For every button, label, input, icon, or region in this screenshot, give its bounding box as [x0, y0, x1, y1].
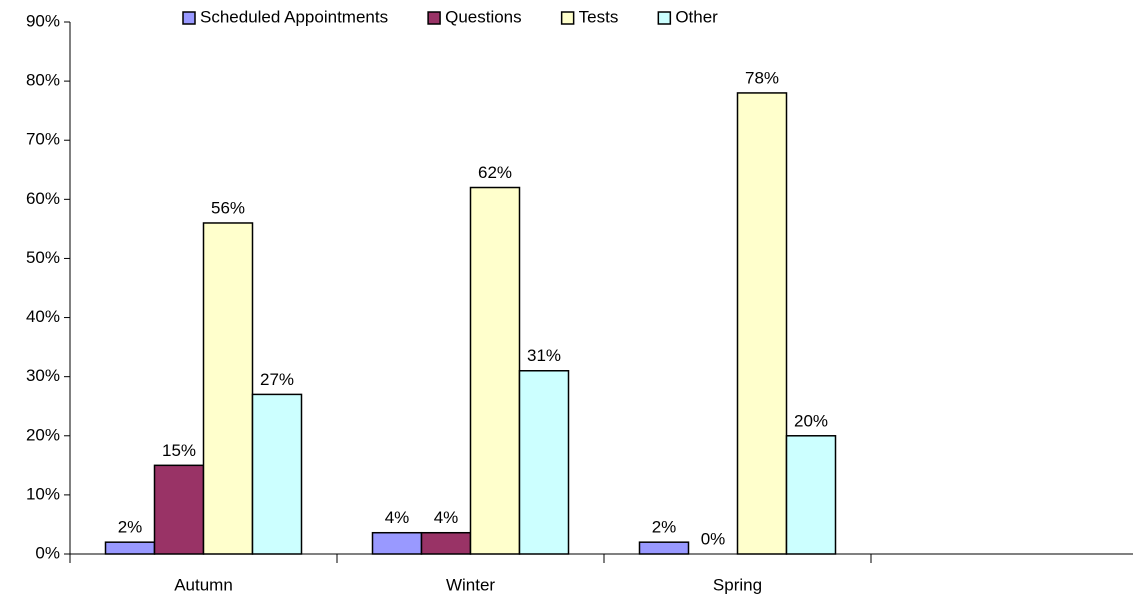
- bar: [469, 186, 521, 555]
- legend-label: Scheduled Appointments: [200, 7, 388, 26]
- x-tick-label: Winter: [446, 575, 495, 594]
- y-tick-label: 40%: [26, 307, 60, 326]
- data-label: 56%: [211, 198, 245, 217]
- data-label: 4%: [434, 508, 459, 527]
- bar: [153, 464, 205, 555]
- data-label: 20%: [794, 411, 828, 430]
- legend-swatch: [657, 11, 672, 25]
- y-tick-label: 70%: [26, 130, 60, 149]
- y-tick-label: 0%: [35, 543, 60, 562]
- y-tick-label: 20%: [26, 425, 60, 444]
- bar: [104, 541, 156, 555]
- bar: [371, 531, 423, 555]
- legend-swatch: [182, 11, 196, 25]
- y-tick-label: 80%: [26, 71, 60, 90]
- data-label: 78%: [745, 68, 779, 87]
- legend-label: Questions: [445, 7, 522, 26]
- legend-swatch: [560, 11, 575, 25]
- data-label: 15%: [162, 441, 196, 460]
- bar: [638, 541, 690, 555]
- y-tick-label: 50%: [26, 248, 60, 267]
- y-tick-label: 10%: [26, 484, 60, 503]
- bar: [518, 370, 570, 555]
- legend-swatch: [427, 11, 441, 25]
- legend-label: Tests: [579, 7, 619, 26]
- y-tick-label: 60%: [26, 189, 60, 208]
- data-label: 4%: [385, 508, 410, 527]
- x-tick-label: Autumn: [174, 575, 233, 594]
- bar: [785, 435, 837, 555]
- data-label: 0%: [701, 529, 726, 548]
- data-label: 31%: [527, 346, 561, 365]
- x-tick-label: Spring: [713, 575, 762, 594]
- data-label: 62%: [478, 163, 512, 182]
- bar: [202, 222, 254, 555]
- bar: [420, 531, 472, 555]
- bar: [736, 92, 788, 555]
- data-label: 2%: [652, 518, 677, 537]
- bar: [251, 393, 303, 555]
- y-tick-label: 30%: [26, 366, 60, 385]
- data-label: 2%: [118, 518, 143, 537]
- y-tick-label: 90%: [26, 11, 60, 30]
- legend-label: Other: [675, 7, 718, 26]
- data-label: 27%: [260, 370, 294, 389]
